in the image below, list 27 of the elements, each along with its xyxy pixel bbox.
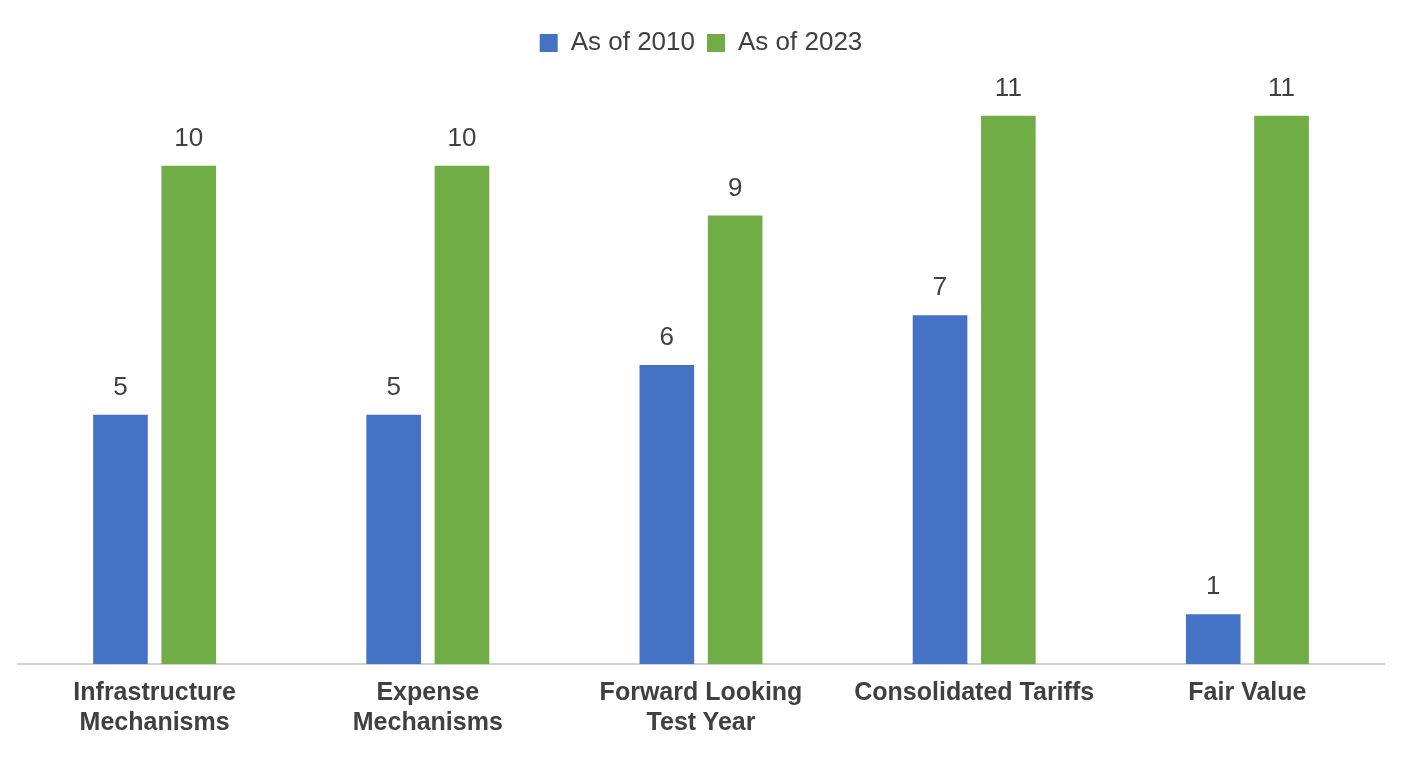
bar (434, 165, 490, 664)
data-label: 5 (386, 371, 401, 402)
data-label: 10 (447, 121, 477, 152)
bar (639, 365, 695, 664)
data-label: 1 (1206, 570, 1221, 601)
x-tick-label: Forward Looking Test Year (599, 676, 803, 735)
data-label: 10 (174, 121, 204, 152)
x-tick-label: Fair Value (1188, 676, 1307, 705)
data-label: 9 (727, 171, 743, 202)
bar (93, 414, 148, 664)
data-label: 11 (1268, 72, 1296, 103)
data-label: 5 (113, 371, 128, 402)
x-tick-label: Consolidated Tariffs (854, 676, 1095, 705)
x-tick-label: Expense Mechanisms (352, 676, 503, 735)
bar (1254, 115, 1309, 664)
bar (912, 315, 968, 664)
legend-label: As of 2023 (738, 26, 863, 57)
x-tick-label: Infrastructure Mechanisms (73, 676, 236, 735)
bar (1185, 614, 1241, 664)
data-label: 11 (994, 72, 1022, 103)
bar (981, 115, 1036, 664)
data-label: 7 (932, 271, 948, 302)
bar (366, 414, 421, 664)
bar (707, 215, 763, 664)
bar (161, 165, 217, 664)
data-label: 6 (659, 321, 675, 352)
legend-label: As of 2010 (570, 26, 695, 57)
